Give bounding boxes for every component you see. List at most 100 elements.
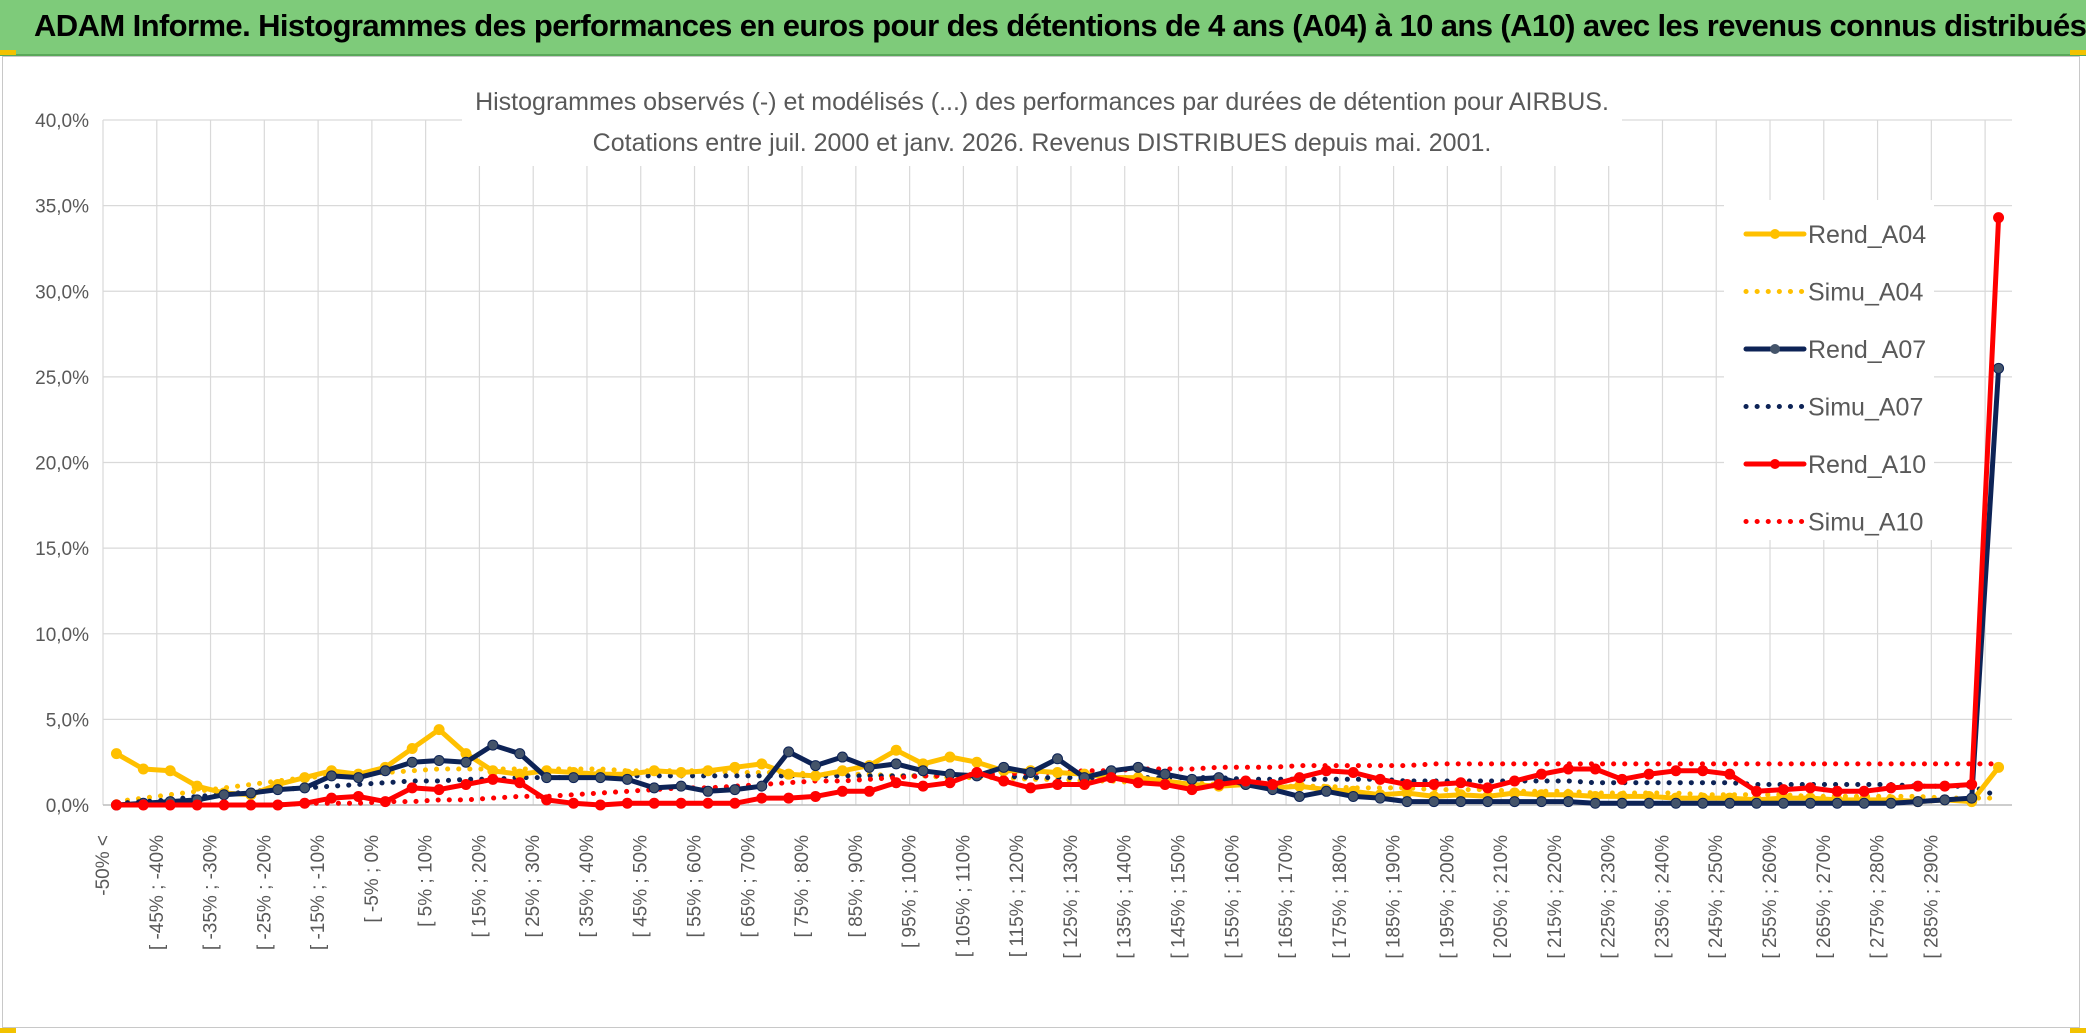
data-point — [1966, 778, 1978, 790]
corner-accent — [2070, 50, 2086, 55]
x-tick-label: [ 185% ; 190% — [1384, 835, 1405, 959]
data-point — [729, 761, 741, 773]
data-point — [702, 765, 714, 777]
corner-accent — [0, 50, 16, 55]
data-point — [648, 782, 660, 794]
data-point — [1535, 796, 1547, 808]
data-point — [379, 765, 391, 777]
data-point — [191, 799, 203, 811]
data-point — [352, 772, 364, 784]
series-rend-a10 — [110, 212, 2005, 811]
data-point — [245, 799, 257, 811]
legend-item: Simu_A07 — [1743, 394, 1923, 422]
legend-item: Simu_A10 — [1743, 509, 1923, 537]
data-point — [326, 792, 338, 804]
data-point — [299, 782, 311, 794]
data-point — [1025, 782, 1037, 794]
data-point — [1562, 796, 1574, 808]
data-point — [621, 797, 633, 809]
x-tick-label: [ -35% ; -30% — [201, 835, 222, 950]
x-tick-label: [ -5% ; 0% — [362, 835, 383, 923]
data-point — [810, 760, 822, 772]
data-point — [110, 799, 122, 811]
data-point — [890, 777, 902, 789]
data-point — [299, 797, 311, 809]
data-point — [1643, 797, 1655, 809]
data-point — [1804, 797, 1816, 809]
data-point — [1347, 790, 1359, 802]
data-point — [998, 761, 1010, 773]
y-tick-label: 35,0% — [35, 197, 89, 218]
data-point — [1509, 775, 1521, 787]
data-point — [1428, 778, 1440, 790]
x-tick-label: [ 255% ; 260% — [1760, 835, 1781, 959]
data-point — [1643, 768, 1655, 780]
data-point — [1616, 797, 1628, 809]
report-title: ADAM Informe. Histogrammes des performan… — [34, 8, 2086, 43]
data-point — [863, 785, 875, 797]
data-point — [810, 790, 822, 802]
data-point — [1562, 763, 1574, 775]
data-point — [1831, 797, 1843, 809]
legend-marker — [1770, 229, 1780, 239]
data-point — [406, 782, 418, 794]
x-tick-label: [ 265% ; 270% — [1814, 835, 1835, 959]
x-tick-label: [ 235% ; 240% — [1652, 835, 1673, 959]
legend-label: Rend_A07 — [1808, 336, 1926, 364]
x-tick-label: [ 25% ; 30% — [523, 835, 544, 938]
data-point — [433, 724, 445, 736]
x-tick-label: [ -45% ; -40% — [147, 835, 168, 950]
data-point — [1697, 797, 1709, 809]
data-point — [1858, 785, 1870, 797]
data-point — [1482, 782, 1494, 794]
x-tick-label: [ -25% ; -20% — [254, 835, 275, 950]
data-point — [1052, 753, 1063, 765]
data-point — [1858, 797, 1870, 809]
data-point — [1374, 792, 1386, 804]
data-point — [487, 773, 499, 785]
data-point — [1132, 761, 1144, 773]
data-point — [1482, 796, 1494, 808]
legend-item: Rend_A04 — [1743, 221, 1926, 249]
data-point — [1401, 796, 1413, 808]
y-tick-label: 20,0% — [35, 454, 89, 475]
x-tick-label: [ -15% ; -10% — [308, 835, 329, 950]
data-point — [1509, 796, 1521, 808]
data-point — [594, 799, 606, 811]
chart-frame — [2, 56, 2080, 1028]
x-tick-label: [ 155% ; 160% — [1222, 835, 1243, 959]
data-point — [1616, 773, 1628, 785]
data-point — [1078, 778, 1090, 790]
data-point — [137, 799, 149, 811]
x-tick-label: [ 205% ; 210% — [1491, 835, 1512, 959]
data-point — [460, 778, 472, 790]
data-point — [541, 794, 553, 806]
data-point — [1751, 785, 1763, 797]
data-point — [1885, 782, 1897, 794]
data-point — [1670, 797, 1682, 809]
data-point — [648, 765, 660, 777]
legend-item: Simu_A04 — [1743, 279, 1923, 307]
data-point — [1132, 777, 1144, 789]
data-point — [729, 784, 741, 796]
data-point — [836, 765, 848, 777]
x-tick-label: [ 95% ; 100% — [900, 835, 921, 948]
data-point — [810, 770, 822, 782]
data-point — [863, 761, 875, 773]
data-point — [299, 772, 311, 784]
data-point — [756, 780, 768, 792]
x-tick-label: [ 285% ; 290% — [1921, 835, 1942, 959]
data-point — [1993, 212, 2005, 224]
data-point — [1455, 777, 1467, 789]
data-point — [1912, 796, 1924, 808]
y-tick-label: 25,0% — [35, 368, 89, 389]
data-point — [1777, 784, 1789, 796]
data-point — [783, 746, 795, 758]
data-point — [1186, 784, 1198, 796]
data-point — [1993, 761, 2005, 773]
data-point — [1939, 780, 1951, 792]
data-point — [514, 777, 526, 789]
data-point — [1670, 765, 1682, 777]
data-point — [1105, 772, 1117, 784]
